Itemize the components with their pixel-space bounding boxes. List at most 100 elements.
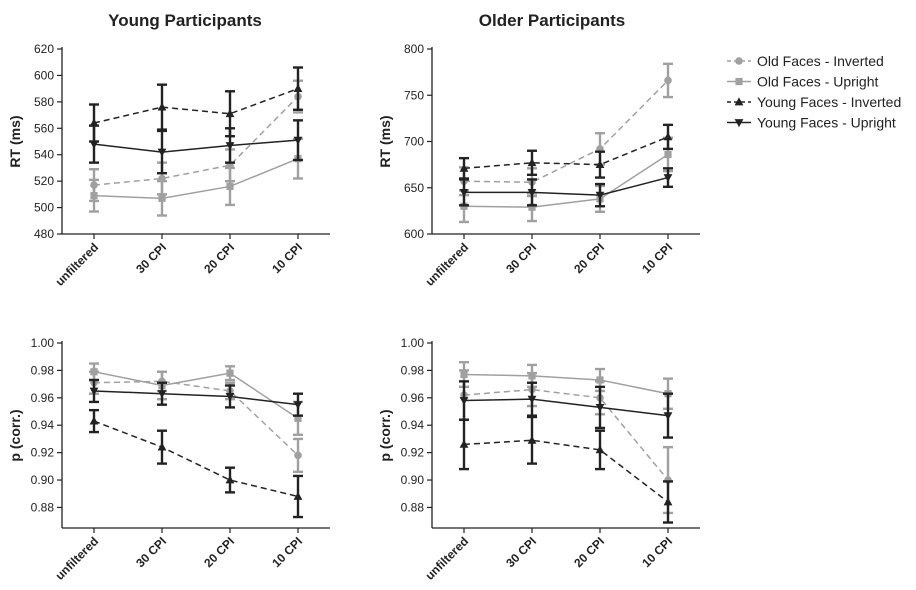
chart-panel-2: Older Participants 600 650 700 750 800 RT (ms)… [377, 11, 700, 289]
y-tick-label: 650 [404, 181, 424, 195]
y-tick-label: 0.88 [401, 500, 425, 514]
y-tick-label: 1.00 [401, 336, 425, 350]
x-tick-label: 20 CPI [571, 534, 607, 570]
legend-marker [735, 57, 743, 65]
series-young-faces-upright [459, 167, 673, 208]
y-tick-label: 620 [34, 42, 54, 56]
data-point [664, 76, 672, 85]
data-point [157, 442, 167, 451]
legend-label: Old Faces - Upright [757, 74, 878, 90]
panels: Young Participants 480 500 520 540 560 580 600 6… [7, 11, 700, 583]
series-young-faces-upright [89, 119, 303, 175]
series-line [463, 398, 669, 417]
y-tick-label: 500 [34, 201, 54, 215]
series-line [93, 96, 299, 186]
series-old-faces-inverted [89, 370, 303, 474]
y-tick-label: 480 [34, 227, 54, 241]
legend: Old Faces - Inverted Old Faces - Upright Y… [727, 53, 901, 131]
data-point [293, 491, 303, 500]
legend-marker [734, 97, 744, 106]
y-tick-label: 1.00 [31, 336, 55, 350]
series-line [463, 388, 669, 481]
series-line [93, 139, 299, 153]
data-point [226, 182, 234, 191]
series-old-faces-upright [459, 136, 673, 224]
data-point [460, 370, 468, 379]
data-point [663, 174, 673, 183]
x-tick-label: 10 CPI [639, 240, 675, 276]
data-point [664, 150, 672, 159]
y-tick-label: 0.98 [31, 363, 55, 377]
x-tick-label: 30 CPI [503, 240, 539, 276]
data-point [89, 416, 99, 425]
y-tick-label: 540 [34, 148, 54, 162]
series-line [463, 136, 669, 170]
series-line [463, 439, 669, 503]
y-tick-label: 600 [404, 227, 424, 241]
data-point [595, 445, 605, 454]
series-old-faces-inverted [459, 369, 673, 515]
y-tick-label: 560 [34, 121, 54, 135]
x-tick-label: unfiltered [53, 240, 102, 289]
data-point [663, 497, 673, 506]
legend-entry: Young Faces - Inverted [727, 94, 901, 110]
data-point [459, 439, 469, 448]
y-tick-label: 0.92 [401, 446, 425, 460]
data-point [226, 369, 234, 377]
series-line [93, 390, 299, 406]
legend-marker [735, 77, 743, 86]
x-tick-label: unfiltered [423, 240, 472, 289]
y-tick-label: 0.90 [401, 473, 425, 487]
y-tick-label: 0.92 [31, 446, 55, 460]
legend-label: Young Faces - Inverted [757, 94, 901, 110]
legend-entry: Old Faces - Upright [727, 74, 878, 90]
data-point [595, 160, 605, 169]
data-point [89, 140, 99, 149]
data-point [294, 414, 302, 422]
data-point [459, 188, 469, 197]
data-point [157, 390, 167, 399]
chart-panel-3: 0.88 0.90 0.92 0.94 0.96 0.98 1.00 p (corr.) unf… [7, 336, 330, 583]
series-line [93, 371, 299, 419]
data-point [225, 109, 235, 118]
data-point [157, 148, 167, 157]
data-point [459, 397, 469, 406]
series-young-faces-upright [459, 380, 673, 439]
data-point [158, 194, 166, 202]
y-tick-label: 750 [404, 88, 424, 102]
x-tick-label: 20 CPI [571, 240, 607, 276]
y-tick-label: 0.88 [31, 500, 55, 514]
data-point [527, 435, 537, 444]
data-point [595, 191, 605, 200]
data-point [225, 475, 235, 484]
y-tick-label: 0.96 [401, 391, 425, 405]
x-tick-label: 10 CPI [269, 240, 305, 276]
data-point [225, 142, 235, 151]
y-axis-title: RT (ms) [377, 115, 393, 167]
x-tick-label: 20 CPI [201, 240, 237, 276]
legend-entry: Old Faces - Inverted [727, 53, 884, 69]
series-young-faces-inverted [459, 123, 673, 180]
series-line [463, 373, 669, 395]
series-line [463, 153, 669, 208]
x-tick-label: unfiltered [423, 534, 472, 583]
series-young-faces-inverted [89, 66, 303, 143]
x-tick-label: 30 CPI [503, 534, 539, 570]
x-tick-label: 20 CPI [201, 534, 237, 570]
data-point [293, 136, 303, 145]
series-line [463, 79, 669, 183]
data-point [293, 401, 303, 410]
y-tick-label: 0.94 [31, 418, 55, 432]
series-young-faces-upright [89, 378, 303, 417]
y-tick-label: 580 [34, 95, 54, 109]
series-line [464, 176, 669, 196]
series-line [93, 380, 299, 456]
data-point [90, 368, 98, 376]
x-tick-label: 10 CPI [269, 534, 305, 570]
y-tick-label: 0.98 [401, 363, 425, 377]
y-tick-label: 0.94 [401, 418, 425, 432]
legend-label: Old Faces - Inverted [757, 53, 884, 69]
data-point [527, 395, 537, 404]
y-axis-title: p (corr.) [7, 409, 23, 461]
